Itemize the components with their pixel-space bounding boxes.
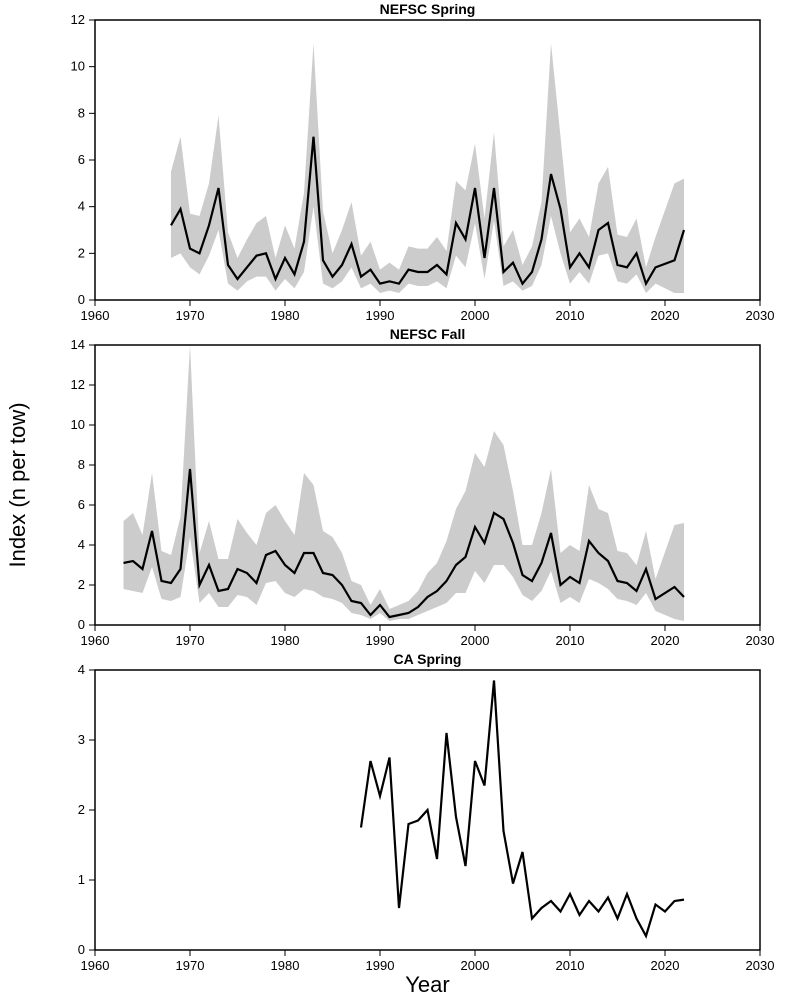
- ytick-label: 2: [78, 245, 85, 260]
- chart-svg: NEFSC Spring1960197019801990200020102020…: [0, 0, 800, 1000]
- ytick-label: 0: [78, 942, 85, 957]
- panel-title-ca-spring: CA Spring: [394, 651, 462, 667]
- ytick-label: 14: [71, 337, 85, 352]
- xtick-label: 2000: [461, 308, 490, 323]
- ytick-label: 2: [78, 577, 85, 592]
- xtick-label: 2000: [461, 633, 490, 648]
- xtick-label: 2010: [556, 308, 585, 323]
- xtick-label: 1960: [81, 958, 110, 973]
- xtick-label: 1990: [366, 308, 395, 323]
- ytick-label: 6: [78, 497, 85, 512]
- xtick-label: 2010: [556, 958, 585, 973]
- ytick-label: 8: [78, 457, 85, 472]
- xtick-label: 1980: [271, 633, 300, 648]
- ytick-label: 12: [71, 377, 85, 392]
- ytick-label: 6: [78, 152, 85, 167]
- xtick-label: 2000: [461, 958, 490, 973]
- xtick-label: 2020: [651, 633, 680, 648]
- xtick-label: 2010: [556, 633, 585, 648]
- xtick-label: 1980: [271, 958, 300, 973]
- xtick-label: 2030: [746, 308, 775, 323]
- ytick-label: 4: [78, 662, 85, 677]
- ytick-label: 0: [78, 292, 85, 307]
- ytick-label: 10: [71, 59, 85, 74]
- xtick-label: 1990: [366, 958, 395, 973]
- panel-title-nefsc-fall: NEFSC Fall: [390, 326, 465, 342]
- xtick-label: 1960: [81, 633, 110, 648]
- ytick-label: 1: [78, 872, 85, 887]
- panel-title-nefsc-spring: NEFSC Spring: [380, 1, 476, 17]
- ytick-label: 8: [78, 105, 85, 120]
- series-line-ca-spring: [361, 681, 684, 937]
- xtick-label: 2020: [651, 308, 680, 323]
- xtick-label: 1960: [81, 308, 110, 323]
- ytick-label: 10: [71, 417, 85, 432]
- y-axis-label: Index (n per tow): [5, 402, 30, 567]
- ytick-label: 2: [78, 802, 85, 817]
- ytick-label: 0: [78, 617, 85, 632]
- ytick-label: 12: [71, 12, 85, 27]
- xtick-label: 1970: [176, 958, 205, 973]
- multipanel-chart: NEFSC Spring1960197019801990200020102020…: [0, 0, 800, 1000]
- ci-band-nefsc-spring: [171, 43, 684, 293]
- xtick-label: 1970: [176, 308, 205, 323]
- ytick-label: 4: [78, 537, 85, 552]
- ytick-label: 4: [78, 199, 85, 214]
- ci-band-nefsc-fall: [124, 345, 685, 621]
- xtick-label: 1970: [176, 633, 205, 648]
- xtick-label: 2020: [651, 958, 680, 973]
- xtick-label: 1990: [366, 633, 395, 648]
- ytick-label: 3: [78, 732, 85, 747]
- x-axis-label: Year: [405, 972, 449, 997]
- xtick-label: 2030: [746, 958, 775, 973]
- xtick-label: 2030: [746, 633, 775, 648]
- xtick-label: 1980: [271, 308, 300, 323]
